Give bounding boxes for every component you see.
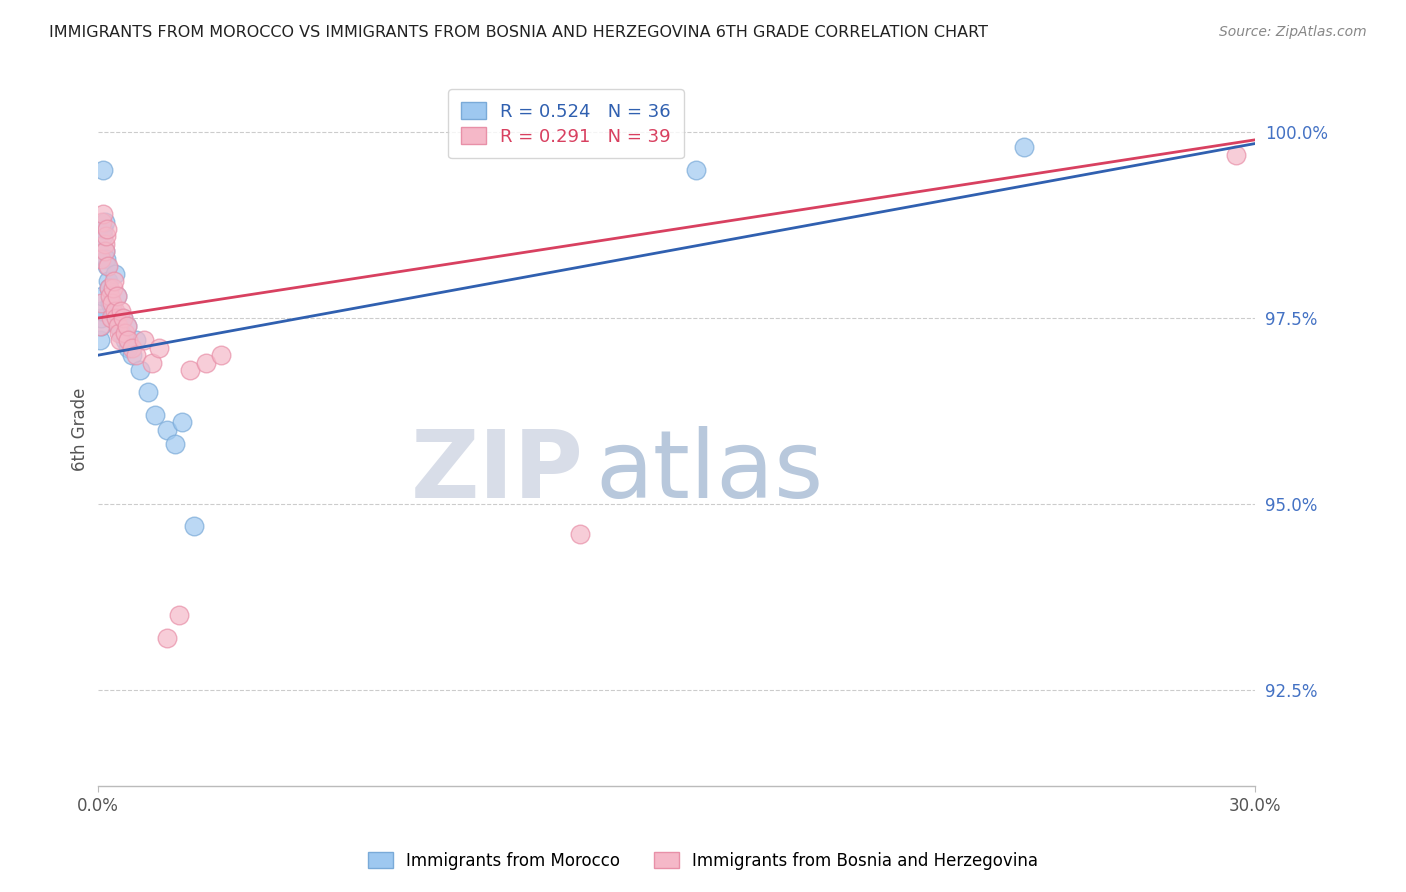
Point	[141, 356, 163, 370]
Point	[103, 274, 125, 288]
Point	[107, 318, 129, 333]
Point	[156, 631, 179, 645]
Point	[90, 318, 112, 333]
Point	[179, 363, 201, 377]
Point	[194, 356, 217, 370]
Point	[89, 318, 111, 333]
Point	[98, 296, 121, 310]
Point	[101, 311, 124, 326]
Point	[91, 214, 114, 228]
Text: Source: ZipAtlas.com: Source: ZipAtlas.com	[1219, 25, 1367, 39]
Point	[114, 334, 136, 348]
Text: atlas: atlas	[595, 426, 824, 518]
Point	[108, 334, 131, 348]
Point	[101, 303, 124, 318]
Point	[101, 281, 124, 295]
Point	[105, 289, 128, 303]
Point	[105, 311, 128, 326]
Point	[117, 334, 139, 348]
Point	[104, 267, 127, 281]
Point	[114, 326, 136, 340]
Text: IMMIGRANTS FROM MOROCCO VS IMMIGRANTS FROM BOSNIA AND HERZEGOVINA 6TH GRADE CORR: IMMIGRANTS FROM MOROCCO VS IMMIGRANTS FR…	[49, 25, 988, 40]
Point	[172, 415, 194, 429]
Point	[110, 303, 132, 318]
Point	[129, 363, 152, 377]
Point	[94, 229, 117, 244]
Point	[111, 311, 134, 326]
Point	[132, 334, 155, 348]
Point	[115, 318, 138, 333]
Point	[125, 334, 148, 348]
Point	[98, 289, 121, 303]
Point	[121, 348, 143, 362]
Point	[100, 311, 122, 326]
Point	[93, 214, 115, 228]
Point	[90, 252, 112, 266]
Point	[183, 519, 205, 533]
Point	[93, 236, 115, 251]
Point	[98, 281, 121, 295]
Point	[96, 259, 118, 273]
Point	[94, 244, 117, 259]
Point	[90, 311, 112, 326]
Text: ZIP: ZIP	[411, 426, 583, 518]
Point	[121, 341, 143, 355]
Y-axis label: 6th Grade: 6th Grade	[72, 388, 89, 471]
Point	[105, 289, 128, 303]
Point	[110, 326, 132, 340]
Point	[209, 348, 232, 362]
Point	[91, 289, 114, 303]
Point	[89, 334, 111, 348]
Point	[107, 318, 129, 333]
Point	[97, 274, 120, 288]
Legend: Immigrants from Morocco, Immigrants from Bosnia and Herzegovina: Immigrants from Morocco, Immigrants from…	[361, 846, 1045, 877]
Point	[93, 162, 115, 177]
Point	[94, 252, 117, 266]
Point	[93, 207, 115, 221]
Point	[94, 244, 117, 259]
Point	[93, 222, 115, 236]
Point	[104, 303, 127, 318]
Point	[148, 341, 170, 355]
Point	[156, 423, 179, 437]
Point	[125, 348, 148, 362]
Point	[111, 311, 134, 326]
Point	[90, 296, 112, 310]
Point	[115, 318, 138, 333]
Point	[98, 281, 121, 295]
Point	[145, 408, 167, 422]
Point	[90, 303, 112, 318]
Point	[91, 229, 114, 244]
Point	[96, 222, 118, 236]
Point	[1225, 147, 1247, 161]
Legend: R = 0.524   N = 36, R = 0.291   N = 39: R = 0.524 N = 36, R = 0.291 N = 39	[449, 89, 683, 159]
Point	[163, 437, 186, 451]
Point	[136, 385, 159, 400]
Point	[1012, 140, 1035, 154]
Point	[97, 259, 120, 273]
Point	[685, 162, 707, 177]
Point	[101, 296, 124, 310]
Point	[568, 526, 591, 541]
Point	[107, 326, 129, 340]
Point	[167, 608, 190, 623]
Point	[117, 341, 139, 355]
